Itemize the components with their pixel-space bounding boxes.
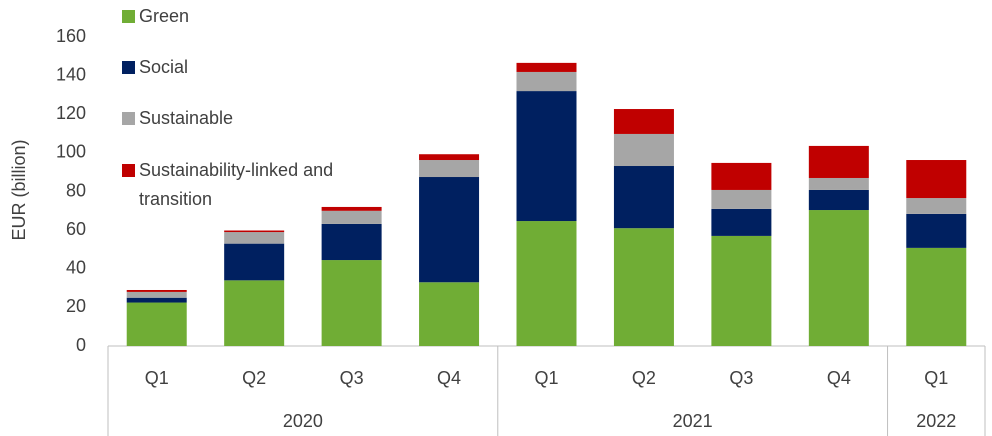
legend-swatch <box>122 112 135 125</box>
bar-segment <box>126 297 187 303</box>
x-tick-label: Q1 <box>534 368 558 388</box>
legend-swatch <box>122 164 135 177</box>
x-tick-label: Q2 <box>242 368 266 388</box>
y-tick-label: 60 <box>66 219 86 239</box>
bar-segment <box>906 160 967 199</box>
bar-segment <box>224 243 285 281</box>
bar-segment <box>516 91 577 222</box>
bar-segment <box>711 208 772 236</box>
y-tick-label: 80 <box>66 180 86 200</box>
y-tick-label: 20 <box>66 296 86 316</box>
bar-segment <box>711 235 772 346</box>
bar-segment <box>224 280 285 346</box>
y-tick-label: 140 <box>56 64 86 84</box>
bar-segment <box>126 302 187 346</box>
x-tick-label: Q3 <box>340 368 364 388</box>
bar-segment <box>613 166 674 229</box>
bar-segment <box>516 221 577 346</box>
bar-segment <box>126 289 187 292</box>
bar-segment <box>906 247 967 346</box>
y-tick-label: 120 <box>56 103 86 123</box>
bar-segment <box>224 232 285 244</box>
bar-segment <box>321 206 382 211</box>
y-tick-label: 100 <box>56 142 86 162</box>
legend-label: Green <box>139 6 190 26</box>
bar-segment <box>419 154 480 161</box>
x-tick-label: Q2 <box>632 368 656 388</box>
bar-segment <box>711 189 772 209</box>
x-group-label: 2021 <box>673 411 713 431</box>
bar-segment <box>516 71 577 92</box>
bar-segment <box>906 198 967 214</box>
x-tick-label: Q1 <box>145 368 169 388</box>
bar-segment <box>321 260 382 346</box>
x-tick-label: Q4 <box>437 368 461 388</box>
legend-label: Sustainable <box>139 108 234 128</box>
bar-segment <box>808 177 869 190</box>
x-group-label: 2020 <box>283 411 323 431</box>
bar-segment <box>613 228 674 346</box>
bar-segment <box>808 189 869 211</box>
bar-segment <box>613 109 674 134</box>
x-tick-label: Q4 <box>827 368 851 388</box>
bar-segment <box>808 210 869 346</box>
y-tick-label: 160 <box>56 26 86 46</box>
legend-swatch <box>122 10 135 23</box>
bar-segment <box>321 223 382 261</box>
legend-swatch <box>122 61 135 74</box>
bar-segment <box>419 282 480 346</box>
bar-segment <box>126 291 187 298</box>
bar-segment <box>419 177 480 283</box>
bar-segment <box>613 133 674 167</box>
bar-segment <box>906 213 967 248</box>
y-axis-title: EUR (billion) <box>9 139 29 240</box>
legend-label: Social <box>139 57 189 77</box>
bar-segment <box>516 62 577 72</box>
y-tick-label: 40 <box>66 258 86 278</box>
legend-label: Sustainability-linked and transition <box>139 160 334 209</box>
bar-segment <box>321 210 382 224</box>
x-tick-label: Q3 <box>729 368 753 388</box>
y-tick-label: 0 <box>76 335 86 355</box>
x-group-label: 2022 <box>916 411 956 431</box>
bar-segment <box>711 162 772 190</box>
bar-segment <box>224 230 285 233</box>
x-tick-label: Q1 <box>924 368 948 388</box>
bar-segment <box>419 160 480 178</box>
bar-segment <box>808 145 869 178</box>
